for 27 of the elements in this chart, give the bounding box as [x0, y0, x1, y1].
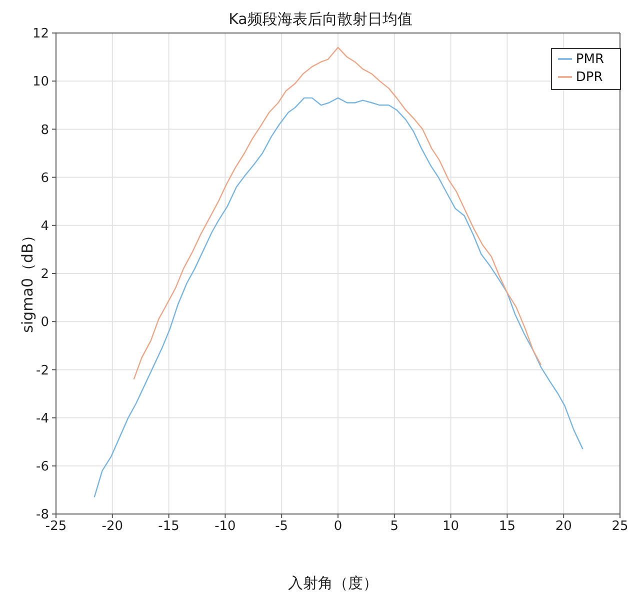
y-tick-label: 0	[40, 315, 49, 330]
y-tick-label: 8	[40, 122, 49, 138]
line-series	[133, 46, 542, 380]
x-tick-label: 10	[442, 519, 460, 534]
y-tick-label: -2	[36, 363, 49, 378]
legend-label: DPR	[576, 70, 603, 85]
y-tick-label: 12	[32, 26, 49, 42]
x-tick-label: 25	[612, 519, 628, 534]
x-tick-label: 15	[498, 519, 516, 534]
x-tick-label: -10	[214, 519, 236, 534]
x-tick-label: 5	[390, 519, 399, 534]
x-tick-label: -20	[102, 519, 124, 534]
y-tick-label: -4	[36, 411, 49, 426]
y-tick-label: 10	[32, 74, 49, 90]
x-axis-title: 入射角（度）	[287, 574, 379, 593]
x-tick-label: 20	[555, 519, 572, 534]
y-tick-label: 6	[40, 170, 49, 186]
y-tick-label: 4	[40, 219, 49, 234]
x-tick-label: -5	[275, 519, 288, 534]
y-tick-label: -6	[36, 460, 49, 475]
x-tick-label: 0	[334, 519, 342, 534]
legend-label: PMR	[576, 52, 604, 67]
line-series	[94, 97, 584, 498]
y-tick-label: 2	[40, 267, 49, 282]
y-axis-title: sigma0（dB）	[18, 227, 38, 335]
x-tick-label: -15	[158, 519, 180, 534]
chart-title: Ka频段海表后向散射日均值	[228, 10, 412, 28]
